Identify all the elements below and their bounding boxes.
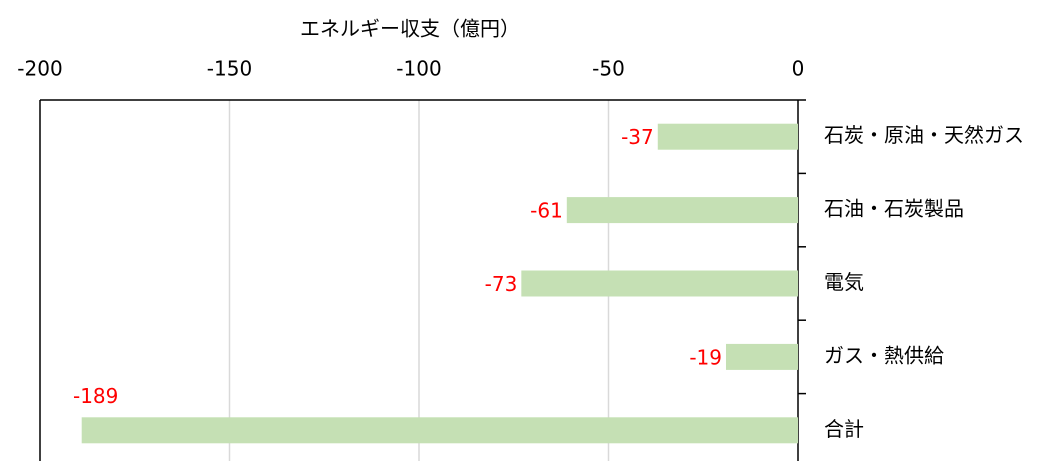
x-tick-label: -100 [396, 57, 441, 81]
y-tick-label: 合計 [824, 417, 864, 441]
x-tick-label: -50 [592, 57, 625, 81]
bar [521, 270, 798, 297]
bar [81, 417, 798, 444]
x-tick-label: -200 [17, 57, 62, 81]
axis-title: エネルギー収支（億円） [300, 17, 520, 41]
x-tick-label: -150 [207, 57, 252, 81]
data-label: -73 [485, 272, 518, 296]
bar [657, 123, 798, 150]
data-label: -189 [73, 384, 118, 408]
y-tick-label: 電気 [824, 270, 864, 294]
data-label: -37 [621, 125, 654, 149]
x-tick-label: 0 [792, 57, 805, 81]
data-label: -19 [689, 345, 722, 369]
y-tick-label: 石炭・原油・天然ガス [824, 123, 1024, 147]
y-tick-label: 石油・石炭製品 [824, 197, 964, 221]
y-tick-label: ガス・熱供給 [824, 343, 944, 367]
bar [725, 343, 798, 370]
bar [566, 197, 798, 224]
data-label: -61 [530, 199, 563, 223]
